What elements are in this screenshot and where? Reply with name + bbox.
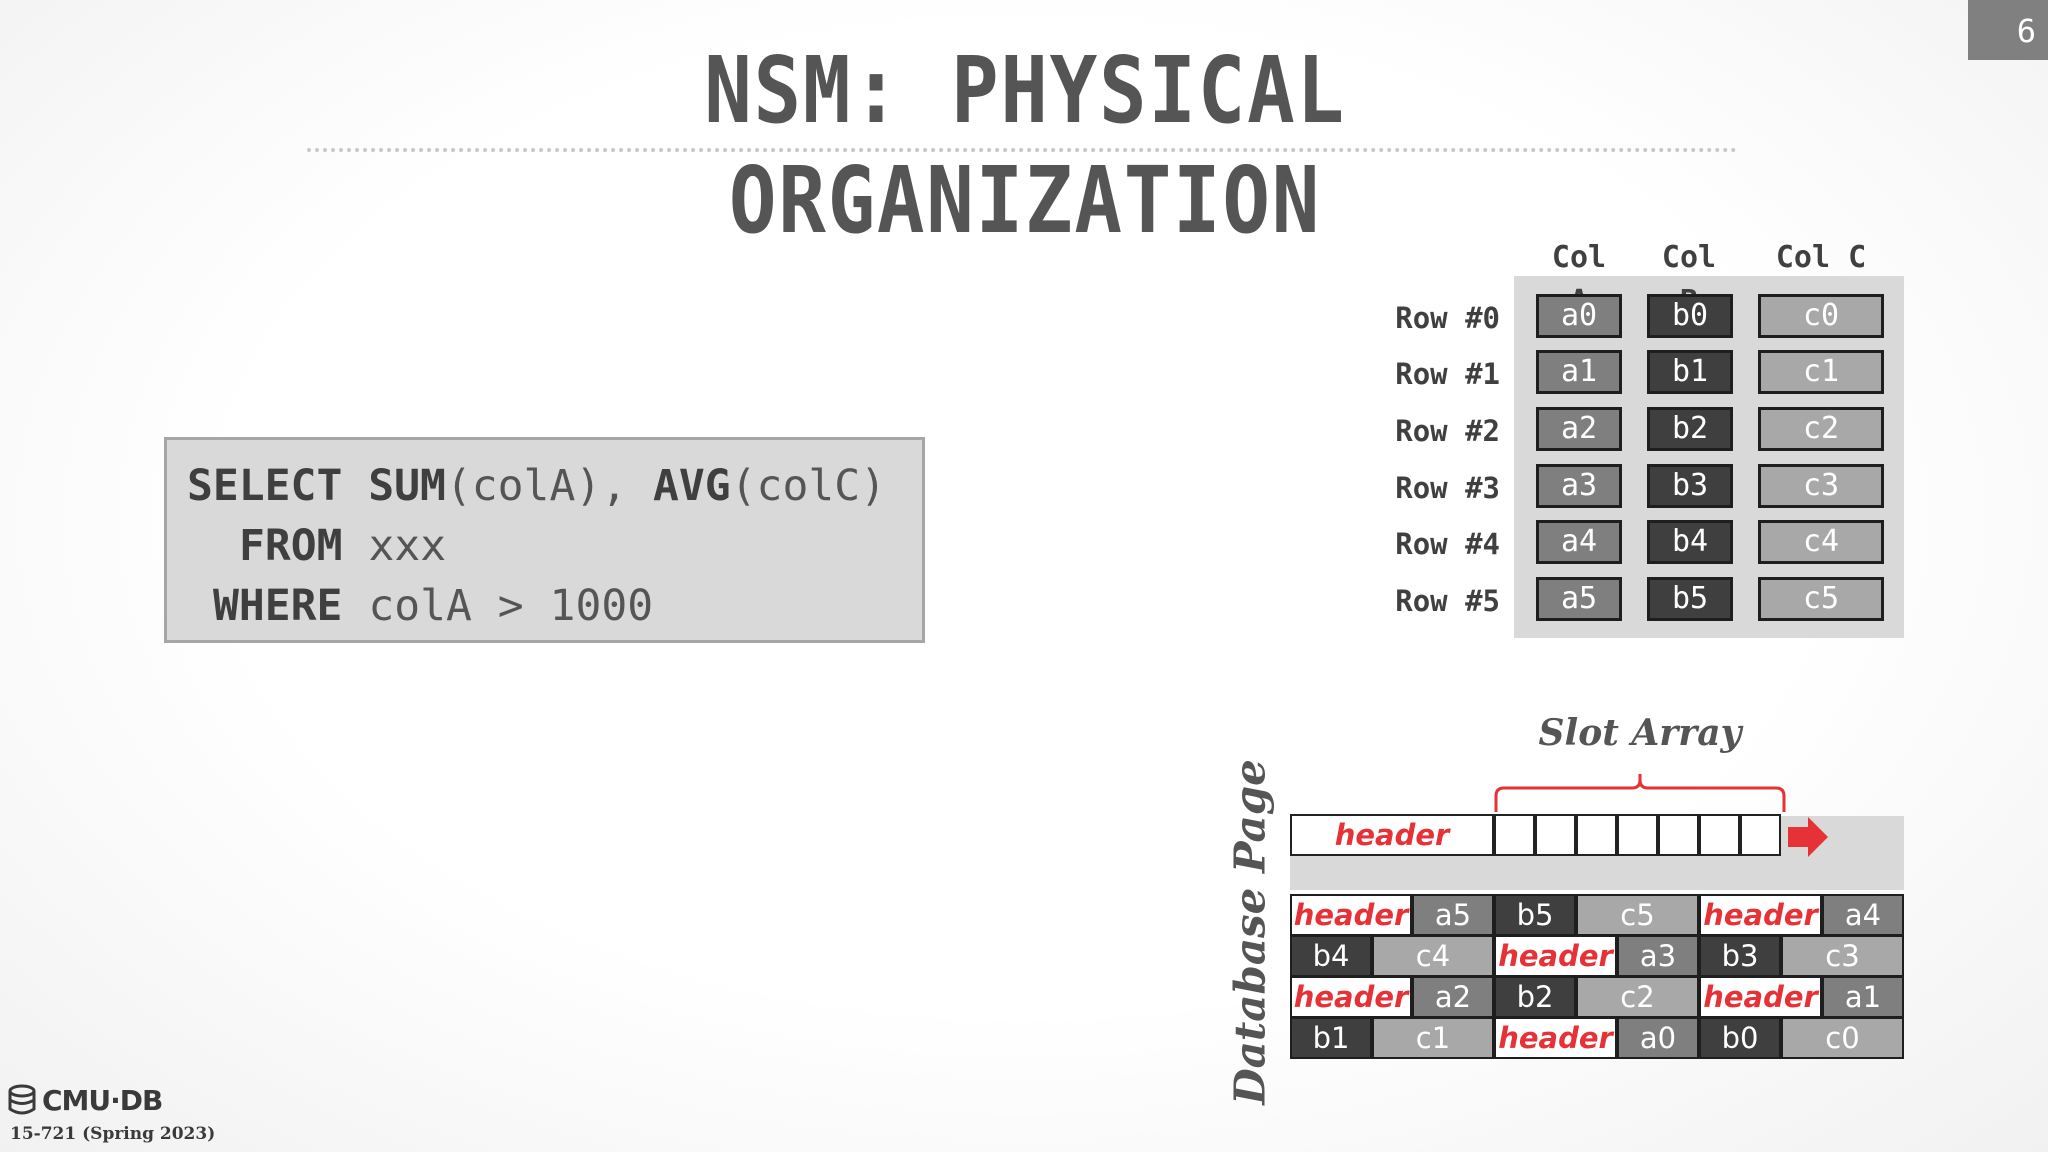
tuple-header: header xyxy=(1699,976,1822,1018)
course-label: 15-721 (Spring 2023) xyxy=(10,1124,216,1144)
slot xyxy=(1699,814,1740,856)
tuple-header: header xyxy=(1699,894,1822,936)
cmu-db-logo: CMU·DB xyxy=(42,1084,163,1117)
page-header: header xyxy=(1290,814,1494,856)
tuple-value-c: c0 xyxy=(1781,1017,1904,1059)
sql-text: xxx xyxy=(342,521,447,571)
row-label: Row #0 xyxy=(1395,301,1500,335)
table-cell-a: a4 xyxy=(1536,520,1622,564)
slide-title: NSM: PHYSICAL ORGANIZATION xyxy=(704,37,1346,254)
tuple-value-a: a3 xyxy=(1617,935,1699,977)
row-label: Row #2 xyxy=(1395,414,1500,448)
table-cell-b: b4 xyxy=(1647,520,1733,564)
table-cell-a: a2 xyxy=(1536,407,1622,451)
sql-text: (colA), xyxy=(445,461,653,511)
slot-growth-arrow-icon xyxy=(1788,817,1828,857)
table-cell-c: c1 xyxy=(1758,350,1884,394)
table-cell-c: c4 xyxy=(1758,520,1884,564)
tuple-value-a: a1 xyxy=(1822,976,1904,1018)
slot xyxy=(1617,814,1658,856)
sql-keyword: FROM xyxy=(239,521,343,571)
database-page-label-text: Database Page xyxy=(1225,759,1275,1105)
tuple-value-c: c3 xyxy=(1781,935,1904,977)
sql-line-from: FROM xxx xyxy=(239,520,446,572)
table-cell-c: c5 xyxy=(1758,577,1884,621)
table-cell-a: a3 xyxy=(1536,464,1622,508)
slot xyxy=(1494,814,1535,856)
tuple-value-b: b3 xyxy=(1699,935,1781,977)
sql-query-box: SELECT SUM(colA), AVG(colC) FROM xxx WHE… xyxy=(164,437,925,643)
table-cell-b: b0 xyxy=(1647,294,1733,338)
row-label: Row #4 xyxy=(1395,527,1500,561)
slot-array-brace xyxy=(1494,774,1786,812)
tuple-value-a: a4 xyxy=(1822,894,1904,936)
slot-array-label: Slot Array xyxy=(1538,712,1742,754)
table-cell-a: a1 xyxy=(1536,350,1622,394)
column-header-c: Col C xyxy=(1775,240,1867,275)
tuple-value-b: b5 xyxy=(1494,894,1576,936)
table-cell-c: c3 xyxy=(1758,464,1884,508)
slot xyxy=(1740,814,1781,856)
sql-text: (colC) xyxy=(730,461,887,511)
sql-keyword: AVG xyxy=(653,461,731,511)
row-label: Row #1 xyxy=(1395,357,1500,391)
tuple-value-c: c2 xyxy=(1576,976,1699,1018)
slot xyxy=(1535,814,1576,856)
tuple-value-a: a0 xyxy=(1617,1017,1699,1059)
tuple-value-c: c1 xyxy=(1372,1017,1494,1059)
table-cell-a: a0 xyxy=(1536,294,1622,338)
row-label: Row #3 xyxy=(1395,471,1500,505)
slide-number: 6 xyxy=(1968,0,2048,60)
slot xyxy=(1576,814,1617,856)
table-cell-b: b5 xyxy=(1647,577,1733,621)
tuple-value-a: a2 xyxy=(1412,976,1494,1018)
table-cell-a: a5 xyxy=(1536,577,1622,621)
title-divider xyxy=(307,148,1737,152)
sql-line-where: WHERE colA > 1000 xyxy=(213,580,653,632)
sql-line-select: SELECT SUM(colA), AVG(colC) xyxy=(187,460,886,512)
sql-keyword: WHERE xyxy=(213,581,343,631)
table-cell-c: c0 xyxy=(1758,294,1884,338)
tuple-header: header xyxy=(1290,976,1412,1018)
sql-keyword: SELECT SUM xyxy=(187,461,446,511)
tuple-value-c: c4 xyxy=(1372,935,1494,977)
row-label: Row #5 xyxy=(1395,584,1500,618)
table-cell-c: c2 xyxy=(1758,407,1884,451)
table-cell-b: b1 xyxy=(1647,350,1733,394)
sql-text: colA > 1000 xyxy=(342,581,654,631)
tuple-value-b: b1 xyxy=(1290,1017,1372,1059)
tuple-value-c: c5 xyxy=(1576,894,1699,936)
tuple-value-b: b4 xyxy=(1290,935,1372,977)
tuple-header: header xyxy=(1494,1017,1617,1059)
tuple-value-a: a5 xyxy=(1412,894,1494,936)
tuple-value-b: b0 xyxy=(1699,1017,1781,1059)
slot xyxy=(1658,814,1699,856)
tuple-header: header xyxy=(1494,935,1617,977)
tuple-value-b: b2 xyxy=(1494,976,1576,1018)
tuple-header: header xyxy=(1290,894,1412,936)
table-cell-b: b2 xyxy=(1647,407,1733,451)
database-logo-icon xyxy=(8,1084,36,1115)
table-cell-b: b3 xyxy=(1647,464,1733,508)
